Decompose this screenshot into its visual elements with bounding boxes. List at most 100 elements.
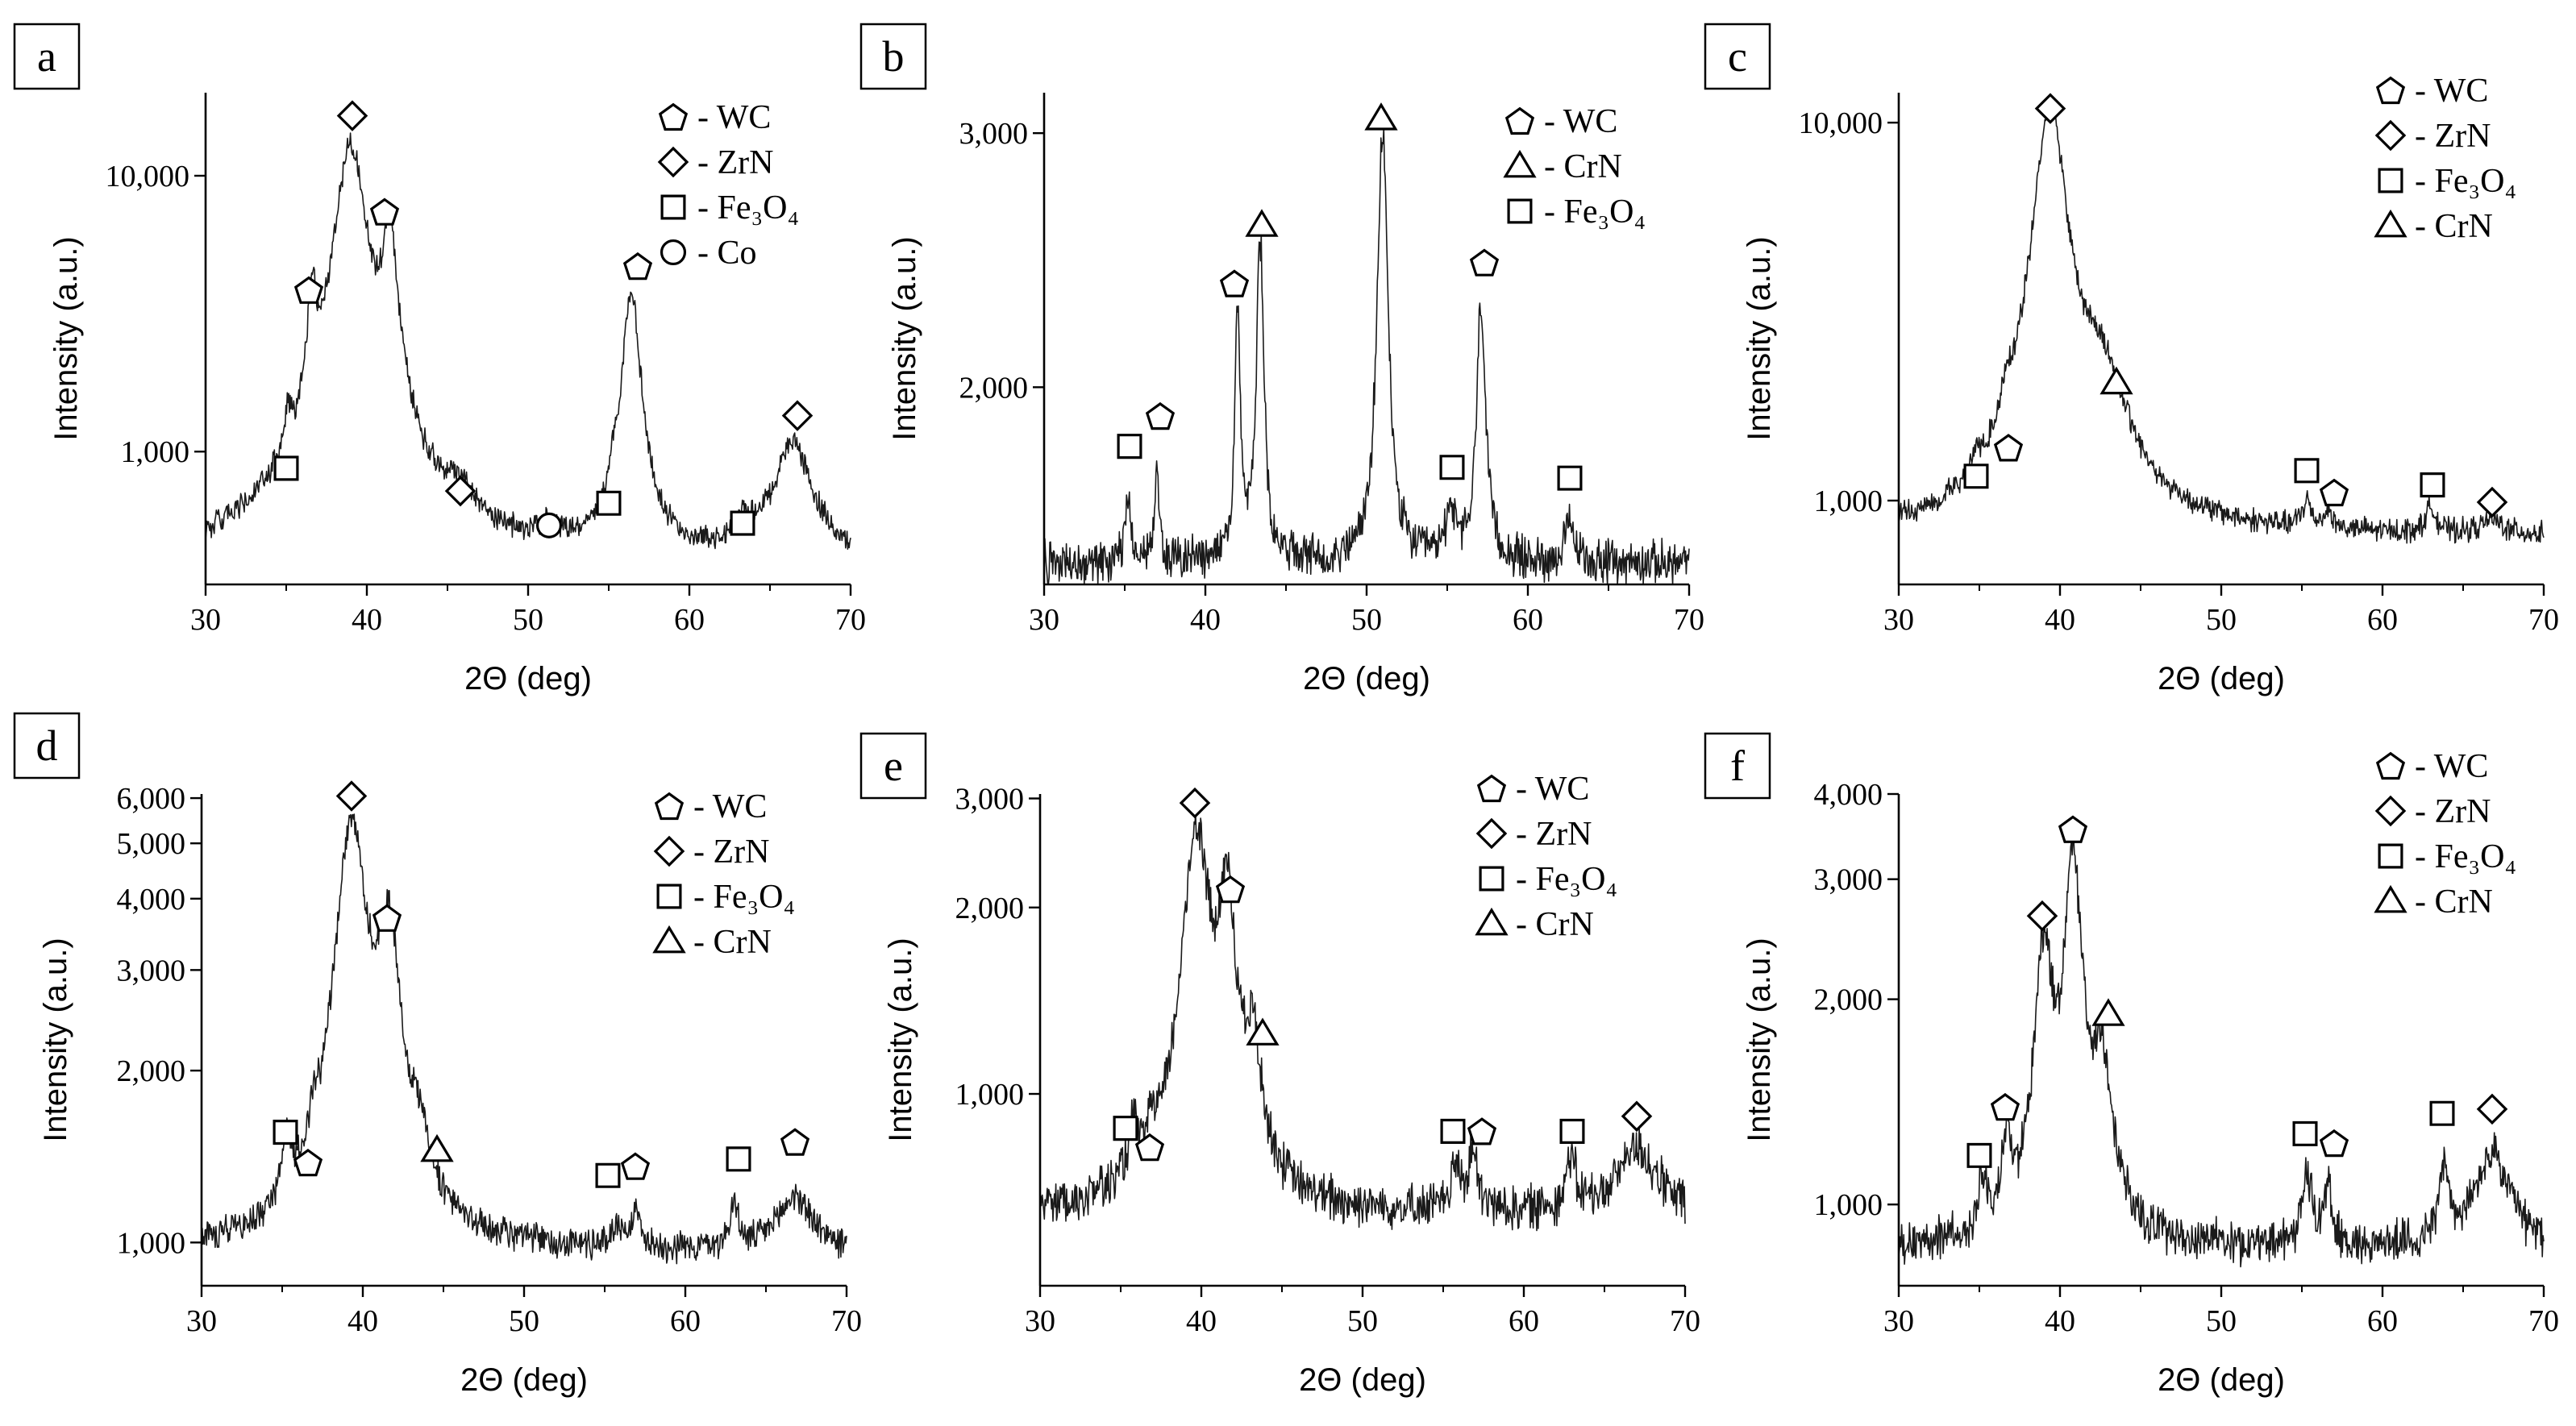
panel-letter: a [37,32,56,81]
y-tick-label: 2,000 [955,892,1025,925]
legend-label: - CrN [693,924,772,961]
panel-label-c: c [1704,23,1771,90]
y-tick-label: 3,000 [117,954,186,987]
legend-label: - Fe₃O₄ [1516,861,1617,898]
legend-label: - CrN [2415,883,2493,921]
x-tick-label: 40 [2045,1304,2075,1338]
legend-marker-diamond [653,835,685,867]
panel-letter: f [1730,742,1745,790]
legend-label: - WC [2415,73,2488,110]
y-tick-label: 5,000 [117,827,186,861]
x-tick-label: 50 [1351,603,1382,637]
peak-marker-diamond [2476,1093,2508,1125]
panel-label-b: b [859,23,927,90]
peak-marker-square [730,510,755,536]
peak-marker-square [1559,1118,1585,1145]
legend: - WC - ZrN - Fe₃O₄ - CrN [2374,73,2516,245]
x-tick-label: 60 [2367,1304,2398,1338]
peak-marker-square [273,455,299,481]
legend: - WC - ZrN - Fe₃O₄ - Co [657,99,799,272]
peak-marker-square [1113,1116,1138,1141]
legend-marker-diamond [2374,795,2407,827]
y-axis-title: Intensity (a.u.) [48,236,84,440]
panel-d: d 30 40 50 60 70 1,000 2,000 3,000 4,000 5,000 6,00… [13,712,862,1398]
legend: - WC - ZrN - Fe₃O₄ - CrN [652,788,795,961]
peak-marker-triangle [1364,102,1398,131]
x-tick-label: 60 [2367,603,2398,637]
panel-c: c 30 40 50 60 70 1,000 10,000 2Θ (deg) Intensity … [1704,23,2559,696]
peak-marker-pentagon [780,1128,810,1156]
legend-label: - Fe₃O₄ [693,879,795,916]
peak-marker-pentagon [1469,248,1500,276]
x-tick-label: 30 [186,1304,217,1338]
panel-letter: b [883,32,905,81]
panel-f: f 30 40 50 60 70 1,000 2,000 3,000 4,000 2Θ (deg) I… [1704,732,2559,1398]
x-axis-title: 2Θ (deg) [1299,1362,1426,1398]
x-axis-title: 2Θ (deg) [2158,661,2285,696]
peak-marker-pentagon [1215,875,1246,904]
peak-marker-pentagon [1134,1133,1165,1162]
legend-marker-square [660,194,686,220]
peak-marker-square [1963,464,1989,489]
peak-marker-diamond [2476,486,2508,518]
legend-marker-triangle [1503,149,1537,178]
peak-marker-pentagon [2319,1129,2349,1158]
legend-marker-pentagon [2375,751,2406,780]
x-tick-label: 70 [831,1304,862,1338]
panel-b: b 30 40 50 60 70 2,000 3,000 2Θ (deg) Intensity (… [859,23,1704,696]
peak-marker-square [2429,1100,2455,1126]
peak-marker-pentagon [2319,478,2349,507]
spectrum-line [1043,127,1690,585]
panel-letter: c [1728,32,1747,81]
y-axis-title: Intensity (a.u.) [1742,236,1777,440]
peak-marker-triangle [1246,1017,1280,1046]
legend-label: - WC [693,788,767,825]
panel-label-d: d [13,712,81,780]
peak-marker-pentagon [1219,269,1250,297]
spectrum-line [201,813,847,1265]
legend-marker-square [656,883,682,909]
x-tick-label: 70 [1670,1304,1700,1338]
y-tick-label: 2,000 [117,1054,186,1088]
y-tick-label: 1,000 [121,435,190,469]
panel-label-box [1704,732,1771,800]
peak-marker-square [2292,1120,2318,1146]
legend-label: - Fe₃O₄ [2415,163,2516,200]
y-tick-label: 4,000 [1814,778,1883,812]
panel-label-box [859,732,927,800]
spectrum-line [1898,102,2545,544]
panel-label-e: e [859,732,927,800]
peak-marker-square [2294,458,2320,484]
legend-marker-circle [660,239,687,266]
spectrum-line [205,132,851,550]
y-tick-label: 10,000 [1799,106,1883,140]
legend-marker-square [1507,198,1533,224]
legend-label: - WC [2415,748,2488,785]
peak-marker-triangle [2091,998,2125,1026]
peak-marker-square [1117,434,1142,459]
y-axis-title: Intensity (a.u.) [1742,938,1777,1141]
legend-marker-diamond [1475,817,1508,850]
y-tick-label: 2,000 [1814,983,1883,1017]
x-tick-label: 70 [2528,603,2559,637]
peak-marker-pentagon [369,197,400,226]
x-tick-label: 70 [835,603,866,637]
legend-label: - Fe₃O₄ [2415,838,2516,875]
legend-marker-triangle [1475,907,1509,936]
legend-label: - ZrN [2415,793,2491,830]
peak-marker-diamond [335,780,368,812]
peak-marker-square [1557,465,1583,491]
legend-marker-pentagon [654,792,685,821]
y-tick-label: 3,000 [1814,863,1883,897]
legend-marker-diamond [2374,119,2407,152]
x-tick-label: 50 [513,603,543,637]
peak-marker-diamond [2034,93,2066,124]
legend-label: - WC [697,99,771,136]
legend-marker-square [1479,866,1504,892]
peak-marker-pentagon [1993,434,2024,462]
x-tick-label: 30 [1025,1304,1055,1338]
peak-marker-square [1440,1118,1466,1145]
legend-label: - WC [1544,103,1617,140]
x-tick-label: 50 [2206,603,2237,637]
